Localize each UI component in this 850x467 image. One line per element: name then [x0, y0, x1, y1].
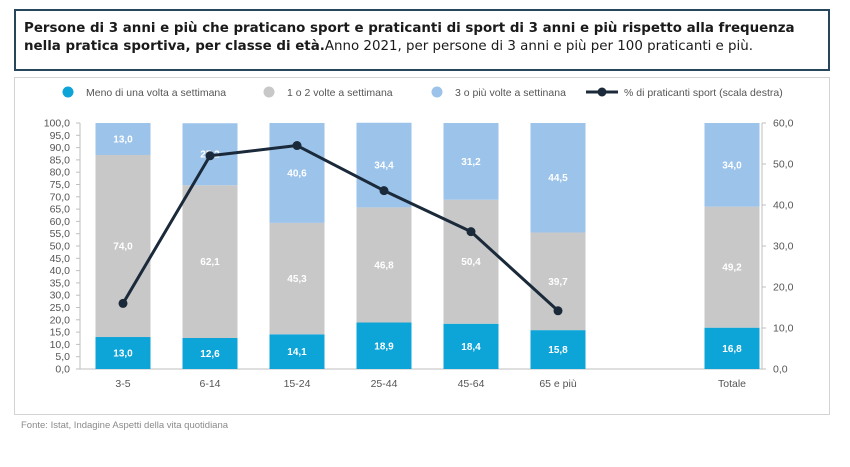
line-point — [379, 186, 389, 196]
legend-line-dot — [597, 87, 607, 97]
bars: 13,074,013,012,662,125,214,145,340,618,9… — [95, 122, 760, 369]
data-label: 15,8 — [548, 345, 568, 356]
left-tick-label: 10,0 — [50, 339, 71, 351]
legend-uno-due-label: 1 o 2 volte a settimana — [287, 87, 393, 99]
left-tick-label: 70,0 — [50, 191, 71, 203]
data-label: 44,5 — [548, 173, 568, 184]
data-label: 49,2 — [722, 263, 742, 274]
left-tick-label: 90,0 — [50, 142, 71, 154]
left-tick-label: 0,0 — [55, 364, 70, 376]
left-tick-label: 5,0 — [55, 351, 70, 363]
data-label: 13,0 — [113, 349, 133, 360]
segment-uno-due — [704, 206, 760, 328]
segment-meno — [95, 337, 151, 369]
segment-uno-due — [356, 207, 412, 323]
line-point — [466, 227, 476, 237]
data-label: 40,6 — [287, 168, 307, 179]
data-label: 14,1 — [287, 347, 307, 358]
chart-title: Persone di 3 anni e più che praticano sp… — [14, 9, 830, 71]
segment-meno — [356, 322, 412, 369]
segment-tre-piu — [443, 123, 499, 200]
left-tick-label: 100,0 — [44, 118, 70, 130]
category-label: 3-5 — [115, 378, 130, 390]
left-tick-label: 30,0 — [50, 290, 71, 302]
segment-tre-piu — [269, 123, 325, 223]
segment-meno — [530, 330, 586, 369]
right-tick-label: 40,0 — [773, 200, 794, 212]
legend: Meno di una volta a settimana 1 o 2 volte… — [62, 86, 783, 99]
data-label: 18,4 — [461, 342, 481, 353]
right-tick-label: 0,0 — [773, 364, 788, 376]
title-normal: Anno 2021, per persone di 3 anni e più p… — [324, 39, 754, 54]
line-path — [121, 144, 560, 312]
left-tick-label: 80,0 — [50, 167, 71, 179]
data-label: 31,2 — [461, 157, 481, 168]
data-label: 62,1 — [200, 257, 220, 268]
category-label: 15-24 — [284, 378, 311, 390]
left-tick-label: 15,0 — [50, 327, 71, 339]
left-tick-label: 40,0 — [50, 265, 71, 277]
left-tick-label: 65,0 — [50, 204, 71, 216]
segment-uno-due — [182, 185, 238, 339]
left-tick-label: 25,0 — [50, 302, 71, 314]
data-label: 13,0 — [113, 134, 133, 145]
category-label: 25-44 — [371, 378, 398, 390]
data-label: 34,0 — [722, 160, 742, 171]
left-tick-label: 55,0 — [50, 228, 71, 240]
segment-uno-due — [443, 199, 499, 324]
segment-tre-piu — [530, 123, 586, 233]
legend-line-label: % di praticanti sport (scala destra) — [624, 87, 783, 99]
left-tick-label: 45,0 — [50, 253, 71, 265]
line-point — [553, 306, 563, 316]
line-series — [118, 141, 563, 316]
chart-frame — [14, 77, 830, 415]
data-label: 34,4 — [374, 161, 394, 172]
legend-meno-label: Meno di una volta a settimana — [86, 87, 226, 99]
segment-tre-piu — [704, 123, 760, 207]
legend-tre-piu-marker — [431, 86, 443, 98]
data-label: 12,6 — [200, 349, 220, 360]
category-label: 45-64 — [458, 378, 485, 390]
segment-meno — [182, 338, 238, 369]
left-tick-label: 60,0 — [50, 216, 71, 228]
data-label: 50,4 — [461, 257, 481, 268]
axes: 0,05,010,015,020,025,030,035,040,045,050… — [44, 118, 794, 391]
left-tick-label: 75,0 — [50, 179, 71, 191]
left-tick-label: 50,0 — [50, 241, 71, 253]
segment-meno — [269, 334, 325, 369]
data-label: 39,7 — [548, 277, 568, 288]
data-label: 74,0 — [113, 242, 133, 253]
line-point — [292, 141, 302, 151]
left-tick-label: 20,0 — [50, 314, 71, 326]
line-point — [118, 298, 128, 308]
segment-uno-due — [269, 222, 325, 335]
category-label: 65 e più — [539, 378, 577, 390]
legend-meno-marker — [62, 86, 74, 98]
data-label: 45,3 — [287, 274, 307, 285]
data-label: 46,8 — [374, 260, 394, 271]
segment-meno — [704, 327, 760, 369]
segment-meno — [443, 323, 499, 369]
category-label: Totale — [718, 378, 746, 390]
right-tick-label: 10,0 — [773, 323, 794, 335]
right-tick-label: 20,0 — [773, 282, 794, 294]
left-tick-label: 35,0 — [50, 277, 71, 289]
left-tick-label: 95,0 — [50, 130, 71, 142]
source-note: Fonte: Istat, Indagine Aspetti della vit… — [21, 420, 229, 431]
legend-tre-piu-label: 3 o più volte a settinana — [455, 87, 566, 99]
category-label: 6-14 — [199, 378, 220, 390]
legend-uno-due-marker — [263, 86, 275, 98]
data-label: 18,9 — [374, 341, 394, 352]
data-label: 16,8 — [722, 344, 742, 355]
line-point — [205, 151, 215, 161]
segment-tre-piu — [95, 123, 151, 155]
right-tick-label: 60,0 — [773, 118, 794, 130]
title-bold: Persone di 3 anni e più che praticano sp… — [24, 21, 795, 54]
right-tick-label: 30,0 — [773, 241, 794, 253]
right-tick-label: 50,0 — [773, 159, 794, 171]
left-tick-label: 85,0 — [50, 154, 71, 166]
